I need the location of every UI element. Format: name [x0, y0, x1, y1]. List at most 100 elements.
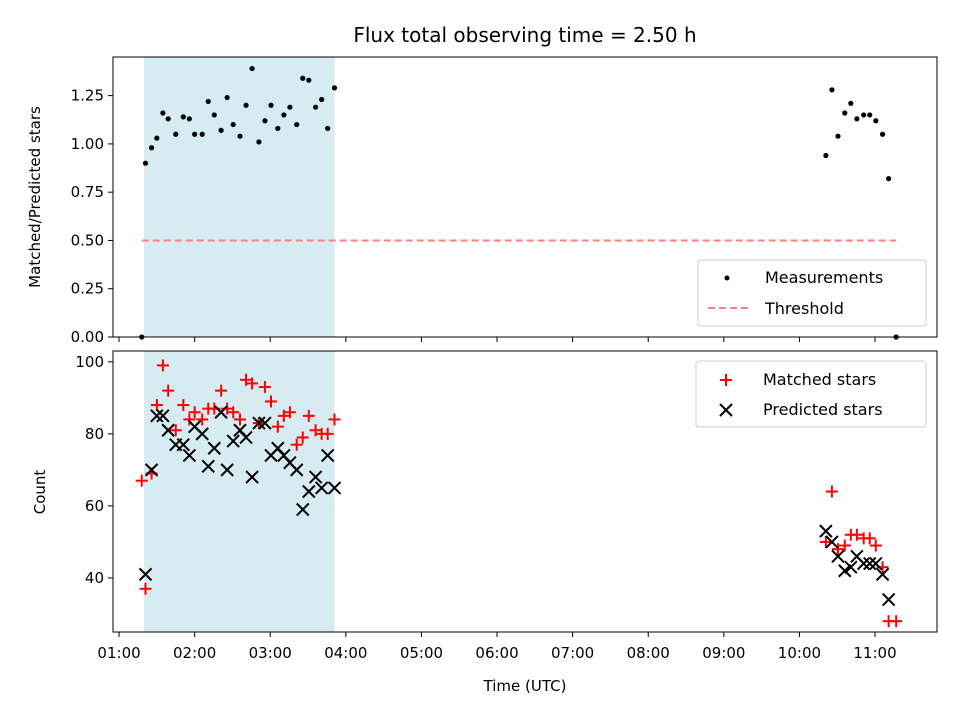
cross-b [863, 556, 877, 571]
cross-b [187, 419, 202, 434]
measurement-point [867, 112, 873, 118]
predicted-star-point [819, 524, 833, 538]
ratio-y-ticks: 0.00 0.25 0.50 0.75 1.00 1.25 [71, 87, 113, 346]
matched-star-point [863, 532, 876, 545]
ratio-y-tick-label: 0.00 [71, 328, 104, 346]
cross-b [271, 441, 285, 455]
predicted-star-point [239, 430, 253, 445]
measurement-point [294, 121, 300, 128]
cross-b [327, 481, 342, 495]
matched-star-point [825, 485, 838, 498]
legend-matched-label: Matched stars [763, 370, 876, 389]
legend-predicted-label: Predicted stars [763, 400, 883, 419]
cross-b [233, 423, 247, 437]
count-x-ticks: 01:00 02:00 03:00 04:00 05:00 06:00 07:00 08:00… [97, 632, 897, 662]
predicted-star-point [875, 567, 890, 582]
cross-b [156, 409, 170, 423]
matched-star-point [246, 377, 259, 390]
cross-b [182, 448, 197, 463]
matched-star-point [296, 431, 309, 444]
measurement-point [312, 104, 319, 110]
cross-b [258, 416, 272, 430]
matched-star-point [302, 409, 315, 422]
measurement-point [842, 110, 848, 116]
predicted-star-point [296, 502, 310, 517]
count-x-tick-label: 11:00 [853, 644, 896, 662]
predicted-star-point [195, 427, 209, 441]
cross-b [245, 470, 259, 484]
measurement-point [142, 160, 149, 166]
ratio-y-tick-label: 1.00 [71, 135, 104, 153]
matched-star-point [283, 406, 296, 419]
measurement-point [249, 65, 255, 72]
measurement-point [199, 131, 205, 137]
matched-star-point [240, 373, 253, 386]
predicted-star-point [144, 463, 159, 477]
measurement-point [281, 112, 287, 118]
predicted-star-point [869, 556, 883, 571]
cross-b [819, 524, 833, 538]
legend-measurements-marker [724, 275, 730, 281]
predicted-star-point [252, 416, 266, 430]
count-y-tick-label: 40 [85, 569, 104, 587]
measurement-point [873, 118, 879, 124]
measurement-point [256, 139, 262, 145]
predicted-star-point [161, 423, 175, 437]
matched-star-point [850, 528, 863, 541]
matched-star-point [234, 413, 247, 426]
cross-b [138, 567, 153, 582]
matched-star-point [188, 406, 201, 419]
matched-star-point [309, 424, 322, 437]
observing-window-shade-bottom [143, 351, 335, 632]
measurement-point [224, 94, 230, 101]
matched-star-point [177, 399, 190, 412]
measurement-point [823, 152, 829, 159]
measurement-point [325, 125, 331, 132]
predicted-star-point [245, 470, 259, 484]
cross-b [825, 535, 839, 549]
count-legend: Matched stars Predicted stars [695, 360, 927, 428]
measurement-point [835, 133, 841, 139]
measurement-point [237, 133, 243, 139]
count-y-ticks: 40 60 80 100 [75, 353, 113, 587]
count-y-tick-label: 60 [85, 497, 104, 515]
predicted-star-point [258, 416, 272, 430]
predicted-star-point [856, 556, 871, 571]
measurement-point [262, 118, 268, 124]
predicted-star-point [831, 549, 845, 564]
matched-star-point [321, 427, 334, 440]
matched-star-point [838, 539, 851, 552]
measurement-point [180, 114, 186, 120]
predicted-star-point [150, 409, 164, 423]
predicted-star-point [176, 437, 191, 452]
predicted-star-point [156, 409, 170, 423]
cross-b [881, 592, 896, 607]
matched-star-point [135, 474, 148, 487]
predicted-star-point [327, 481, 342, 495]
cross-b [320, 448, 335, 463]
cross-b [277, 448, 291, 463]
cross-b [308, 470, 323, 484]
predicted-star-point [825, 535, 839, 549]
measurement-point [861, 112, 867, 118]
cross-b [207, 441, 222, 455]
measurement-point [829, 87, 835, 93]
matched-star-point [183, 413, 196, 426]
measurement-point [205, 98, 211, 105]
count-x-tick-label: 09:00 [702, 644, 745, 662]
measurement-point [306, 77, 312, 83]
x-axis-label: Time (UTC) [483, 677, 567, 695]
matched-star-point [169, 424, 182, 437]
ratio-y-tick-label: 0.50 [71, 231, 104, 249]
measurement-point [287, 104, 293, 110]
matched-star-point [277, 409, 290, 422]
measurement-point [886, 176, 892, 182]
measurement-point [154, 135, 160, 141]
measurement-point [848, 100, 854, 106]
observing-window-shade [143, 57, 335, 337]
matched-star-point [264, 395, 277, 408]
measurement-point [243, 102, 249, 108]
cross-b [875, 567, 890, 582]
cross-b [850, 549, 864, 564]
